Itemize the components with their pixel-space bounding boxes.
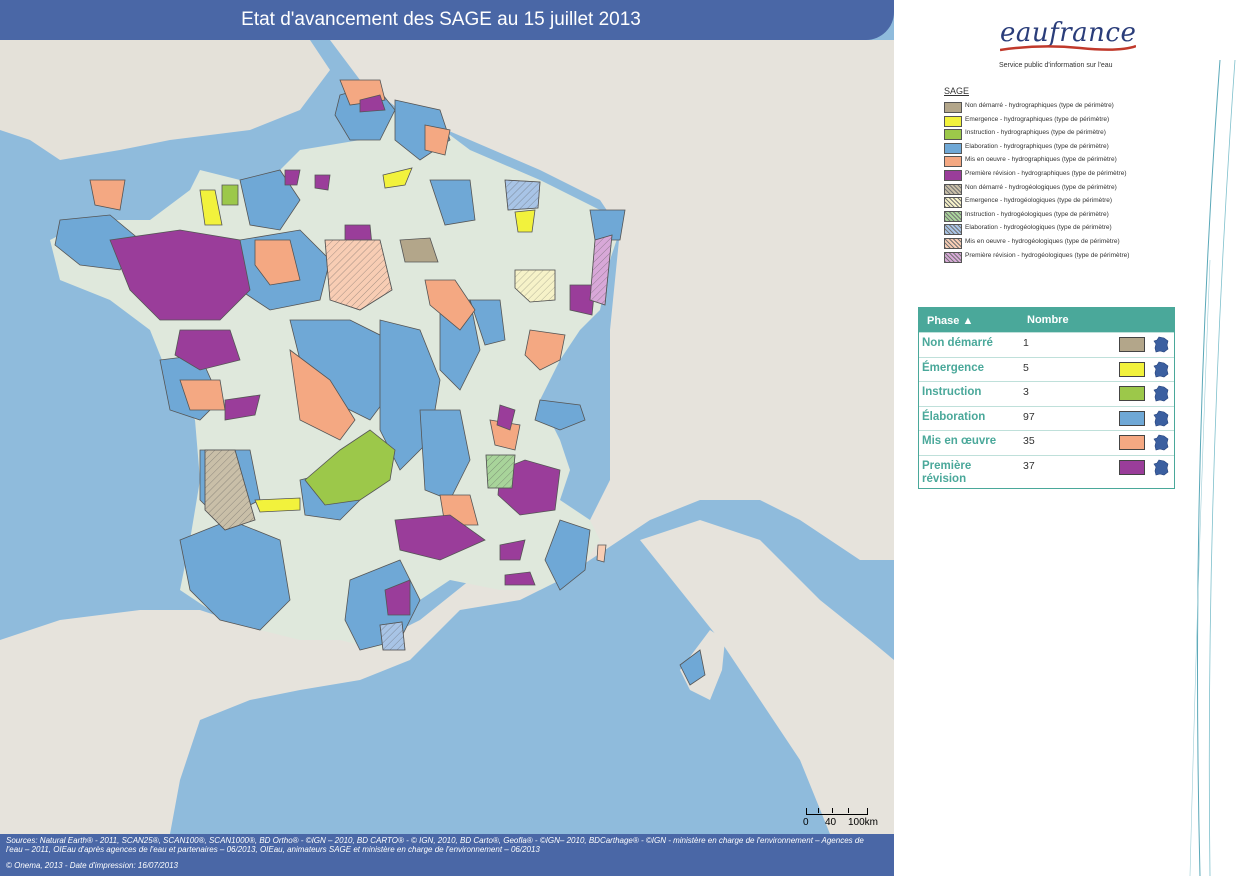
france-map-icon[interactable] — [1153, 336, 1170, 353]
phase-color-swatch — [1119, 459, 1145, 475]
phase-color-swatch — [1119, 410, 1145, 426]
phase-count: 97 — [1023, 410, 1035, 423]
legend-label: Première révision - hydrogéologiques (ty… — [965, 251, 1130, 259]
phase-row: Émergence 5 — [919, 356, 1174, 382]
legend-swatch — [944, 115, 962, 127]
eaufrance-logo[interactable]: eaufrance — [1000, 18, 1137, 48]
legend-swatch — [944, 169, 962, 181]
france-map-icon[interactable] — [1153, 410, 1170, 427]
legend-item: Emergence - hydrographiques (type de pér… — [944, 114, 1204, 128]
scale-bar: 0 40 100km — [803, 804, 878, 830]
legend-label: Non démarré - hydrographiques (type de p… — [965, 102, 1114, 109]
phase-row: Non démarré 1 — [919, 332, 1174, 357]
phase-name: Instruction — [922, 386, 982, 398]
phase-row: Mis en œuvre 35 — [919, 430, 1174, 455]
scale-label-0: 0 — [803, 817, 809, 828]
phase-count: 3 — [1023, 386, 1029, 398]
legend-label: Instruction - hydrographiques (type de p… — [965, 129, 1106, 137]
decorative-lines — [1189, 60, 1236, 876]
phase-color-swatch — [1119, 435, 1145, 450]
map-canvas[interactable] — [0, 0, 894, 876]
legend-item: Non démarré - hydrogéologiques (type de … — [944, 182, 1204, 196]
legend-item: Mis en oeuvre - hydrographiques (type de… — [944, 154, 1204, 168]
france-map-icon[interactable] — [1153, 459, 1170, 476]
phase-table: Phase ▲ Nombre Non démarré 1 Émergence 5 Ins… — [918, 307, 1175, 489]
legend-swatch — [944, 251, 962, 263]
legend-item: Elaboration - hydrogéologiques (type de … — [944, 222, 1204, 236]
scale-label-40: 40 — [825, 817, 837, 828]
legend-item: Emergence - hydrogéologiques (type de pé… — [944, 195, 1204, 209]
phase-name: Mis en œuvre — [922, 435, 997, 447]
phase-name: Première révision — [922, 459, 972, 485]
legend-item: Elaboration - hydrographiques (type de p… — [944, 141, 1204, 155]
sage-premiere-revision — [109, 94, 596, 616]
land-europe — [0, 40, 894, 834]
legend-label: Mis en oeuvre - hydrographiques (type de… — [965, 156, 1117, 164]
phase-table-header: Phase ▲ Nombre — [919, 308, 1174, 332]
phase-header-sortable[interactable]: Phase ▲ — [927, 315, 974, 327]
legend-swatch — [944, 210, 962, 222]
phase-row: Instruction 3 — [919, 381, 1174, 406]
sage-mis-en-oeuvre — [89, 79, 566, 526]
sage-instruction — [221, 184, 396, 506]
logo-subtitle: Service public d'information sur l'eau — [999, 62, 1113, 69]
legend-label: Instruction - hydrogéologiques (type de … — [965, 210, 1109, 218]
legend-item: Première révision - hydrogéologiques (ty… — [944, 250, 1204, 264]
legend-item: Première révision - hydrographiques (typ… — [944, 168, 1204, 182]
legend-label: Non démarré - hydrogéologiques (type de … — [965, 183, 1117, 191]
sources-text: Sources: Natural Earth® - 2011, SCAN25®,… — [6, 836, 864, 854]
legend-swatch — [944, 156, 962, 168]
phase-row: Élaboration 97 — [919, 405, 1174, 431]
phase-count: 5 — [1023, 361, 1029, 374]
phase-count: 1 — [1023, 337, 1029, 349]
count-header: Nombre — [1027, 314, 1069, 326]
legend-label: Emergence - hydrogéologiques (type de pé… — [965, 197, 1113, 205]
phase-count: 37 — [1023, 459, 1035, 472]
france-map-icon[interactable] — [1153, 434, 1170, 451]
phase-color-swatch — [1119, 386, 1145, 401]
sage-non-demarre — [399, 237, 439, 263]
land-uk — [0, 40, 330, 160]
legend-label: Première révision - hydrographiques (typ… — [965, 169, 1127, 177]
phase-color-swatch — [1119, 361, 1145, 377]
legend-label: Elaboration - hydrogéologiques (type de … — [965, 224, 1112, 232]
legend-swatch — [944, 183, 962, 195]
map-footer: Sources: Natural Earth® - 2011, SCAN25®,… — [0, 834, 894, 876]
phase-color-swatch — [1119, 337, 1145, 352]
legend-item: Instruction - hydrographiques (type de p… — [944, 127, 1204, 141]
legend-label: Elaboration - hydrographiques (type de p… — [965, 142, 1109, 150]
land-italy — [640, 520, 894, 834]
phase-name: Élaboration — [922, 410, 986, 423]
legend-swatch — [944, 102, 962, 113]
france-map-icon[interactable] — [1153, 361, 1170, 378]
map-title: Etat d'avancement des SAGE au 15 juillet… — [0, 0, 894, 40]
scale-label-100: 100km — [848, 817, 879, 828]
map-panel[interactable]: Etat d'avancement des SAGE au 15 juillet… — [0, 0, 894, 876]
legend-label: Mis en oeuvre - hydrogéologiques (type d… — [965, 237, 1120, 245]
sort-arrow-icon: ▲ — [959, 315, 974, 327]
sage-emergence — [199, 167, 536, 513]
legend-swatch — [944, 237, 962, 249]
phase-row: Première révision 37 — [919, 454, 1174, 488]
phase-name: Non démarré — [922, 337, 993, 349]
legend-label: Emergence - hydrographiques (type de pér… — [965, 115, 1110, 123]
legend-swatch — [944, 224, 962, 236]
france-map-icon[interactable] — [1153, 385, 1170, 402]
phase-count: 35 — [1023, 435, 1035, 447]
legend-item: Non démarré - hydrographiques (type de p… — [944, 100, 1204, 114]
phase-name: Émergence — [922, 361, 985, 374]
legend-swatch — [944, 142, 962, 154]
copyright-text: © Onema, 2013 - Date d'impression: 16/07… — [6, 861, 178, 870]
sage-hydrogeologiques — [204, 179, 613, 651]
legend-item: Mis en oeuvre - hydrogéologiques (type d… — [944, 236, 1204, 250]
logo-swoosh-icon — [1000, 44, 1136, 52]
legend-title: SAGE — [944, 86, 970, 96]
sage-legend: SAGE Non démarré - hydrographiques (type… — [944, 86, 1204, 263]
legend-swatch — [944, 129, 962, 141]
legend-swatch — [944, 197, 962, 209]
legend-item: Instruction - hydrogéologiques (type de … — [944, 209, 1204, 223]
